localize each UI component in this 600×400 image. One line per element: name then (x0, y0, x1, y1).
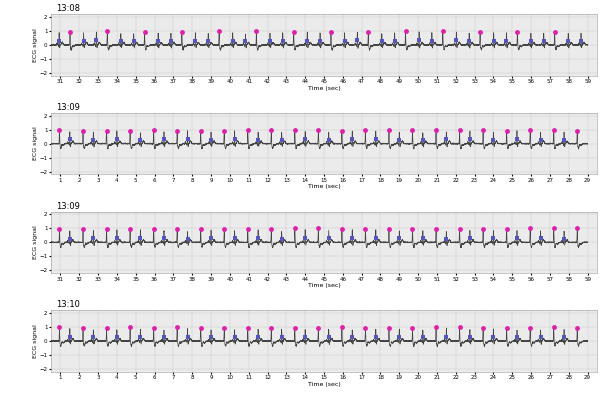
Y-axis label: ECG signal: ECG signal (33, 127, 38, 160)
Text: 13:09: 13:09 (56, 202, 80, 211)
Text: 13:10: 13:10 (56, 300, 80, 310)
X-axis label: Time (sec): Time (sec) (308, 86, 340, 90)
Text: 13:08: 13:08 (56, 4, 80, 13)
Text: 13:09: 13:09 (56, 103, 80, 112)
Y-axis label: ECG signal: ECG signal (33, 226, 38, 259)
X-axis label: Time (sec): Time (sec) (308, 184, 340, 189)
Y-axis label: ECG signal: ECG signal (33, 28, 38, 62)
X-axis label: Time (sec): Time (sec) (308, 382, 340, 387)
X-axis label: Time (sec): Time (sec) (308, 283, 340, 288)
Y-axis label: ECG signal: ECG signal (33, 324, 38, 358)
